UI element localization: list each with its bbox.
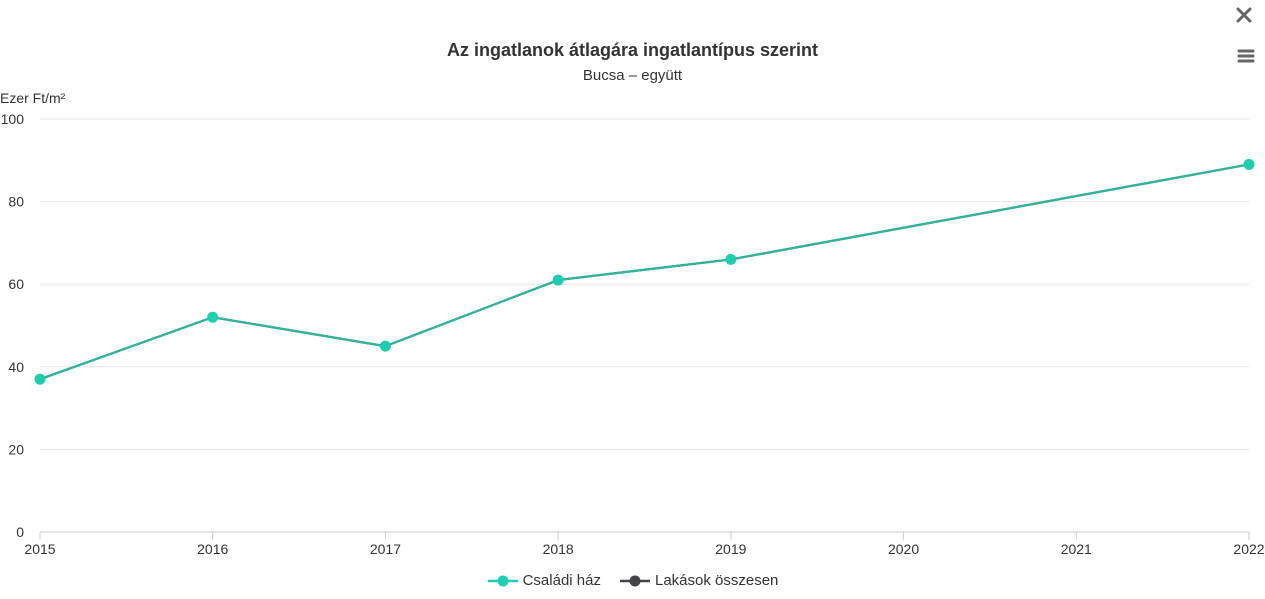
x-tick-label: 2019 [715, 541, 746, 557]
x-axis: 2015 2016 2017 2018 2019 2020 2021 2022 [24, 531, 1265, 557]
y-tick-label: 100 [1, 111, 25, 127]
legend-label-0: Családi ház [522, 572, 601, 589]
hamburger-menu-icon [1237, 49, 1255, 63]
legend-symbol-0 [487, 575, 518, 586]
x-tick-label: 2018 [543, 541, 574, 557]
series-point-0[interactable] [1243, 158, 1255, 170]
legend-label-1: Lakások összesen [654, 572, 779, 589]
legend-symbol-1 [619, 575, 650, 586]
y-tick-label: 80 [8, 194, 24, 210]
legend-item-0[interactable]: Családi ház [487, 572, 601, 589]
x-tick-label: 2020 [888, 541, 919, 557]
chart-menu-button[interactable] [1233, 43, 1259, 69]
series-group [34, 158, 1255, 385]
close-icon [1236, 7, 1252, 23]
series-point-0[interactable] [725, 253, 737, 265]
y-tick-label: 60 [8, 276, 24, 292]
x-tick-label: 2015 [24, 541, 55, 557]
series-point-0[interactable] [34, 373, 46, 385]
series-point-0[interactable] [552, 274, 564, 286]
legend-item-1[interactable]: Lakások összesen [619, 572, 778, 589]
grid-lines [40, 118, 1249, 450]
y-axis-ticks: 0 20 40 60 80 100 [1, 111, 25, 540]
y-axis-label: Ezer Ft/m² [0, 90, 66, 106]
series-point-0[interactable] [379, 340, 391, 352]
x-tick-label: 2022 [1233, 541, 1264, 557]
x-tick-label: 2017 [370, 541, 401, 557]
x-tick-label: 2016 [197, 541, 228, 557]
y-tick-label: 0 [16, 524, 24, 540]
series-line-0 [39, 163, 1250, 381]
chart-title: Az ingatlanok átlagára ingatlantípus sze… [446, 40, 819, 60]
close-button[interactable] [1231, 2, 1257, 28]
chart-subtitle: Bucsa – együtt [582, 67, 683, 84]
x-tick-label: 2021 [1061, 541, 1092, 557]
y-tick-label: 40 [8, 359, 24, 375]
series-point-0[interactable] [207, 311, 219, 323]
legend: Családi ház Lakások összesen [0, 572, 1265, 589]
y-tick-label: 20 [8, 441, 24, 457]
